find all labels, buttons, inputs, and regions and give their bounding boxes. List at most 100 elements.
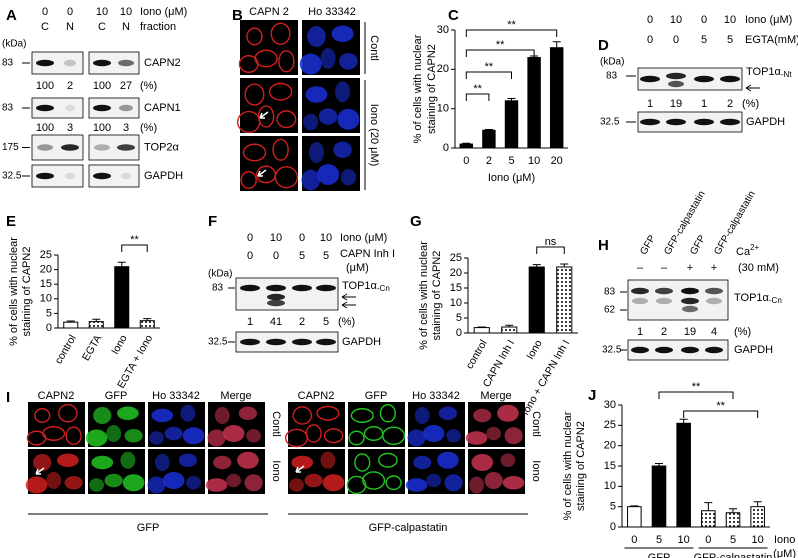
label: 2 (67, 80, 73, 92)
x-axis-label: Iono (774, 534, 795, 546)
x-tick-label: 2 (486, 155, 492, 167)
band (316, 284, 336, 292)
x-tick-label: Iono (524, 338, 545, 362)
band (61, 144, 79, 151)
cell (205, 478, 228, 492)
label: GFP (137, 522, 160, 534)
cell (122, 474, 145, 492)
cell (484, 471, 503, 490)
band (36, 59, 54, 67)
cell (414, 406, 430, 425)
label: 19 (670, 98, 682, 110)
blot (637, 67, 743, 91)
cell (164, 426, 183, 441)
protein-subscript: -Cn (377, 284, 390, 293)
cell (413, 455, 432, 470)
y-axis-label: % of cells with nuclear (8, 237, 20, 346)
cell (465, 431, 488, 445)
error-bar (532, 264, 541, 267)
label: Ho 33342 (308, 6, 356, 18)
band (119, 104, 133, 112)
cell (89, 478, 104, 492)
x-tick-label: 5 (730, 534, 736, 546)
blot (88, 97, 140, 119)
cell (438, 406, 458, 420)
label: N (122, 21, 130, 33)
band (266, 284, 286, 292)
arrow (35, 467, 45, 475)
arrow (745, 84, 760, 92)
label: 5 (323, 250, 329, 262)
cell (285, 428, 309, 448)
cell (497, 404, 519, 422)
cell (339, 53, 358, 70)
cell (149, 431, 164, 445)
label: 83 (2, 58, 14, 69)
cell (104, 473, 123, 488)
y-tick-label: 15 (40, 278, 52, 290)
band (93, 172, 111, 180)
x-tick-label: Iono (109, 333, 130, 357)
label: 2 (727, 98, 733, 110)
error-bar (477, 326, 486, 328)
significance-label: ** (507, 19, 516, 31)
label: (%) (140, 122, 157, 134)
band (65, 104, 75, 112)
cell (240, 171, 257, 189)
cell (323, 428, 344, 444)
bar (701, 510, 716, 528)
label: Contl (530, 411, 542, 437)
cell (238, 55, 259, 73)
panel-label: A (6, 7, 17, 24)
y-tick-label: 25 (40, 249, 52, 261)
cell (238, 406, 258, 420)
label: CAPN2 (298, 390, 335, 402)
label: – (661, 262, 668, 274)
cell (91, 455, 114, 470)
label: (%) (140, 80, 157, 92)
bar (504, 100, 519, 149)
blot (627, 279, 729, 321)
cell (85, 429, 108, 447)
band (36, 104, 54, 112)
panel-label: F (208, 213, 217, 230)
band (681, 346, 699, 354)
cell (304, 473, 323, 488)
arrow (259, 111, 269, 119)
label: GAPDH (746, 116, 785, 128)
label: GAPDH (734, 344, 773, 356)
cell (354, 453, 371, 472)
cell (120, 451, 136, 469)
band (681, 287, 699, 295)
label: CAPN1 (144, 102, 181, 114)
label: TOP2α (144, 141, 180, 153)
bar (63, 321, 79, 329)
cell (322, 474, 345, 492)
band (631, 346, 649, 354)
arrow (341, 293, 356, 301)
cell (244, 83, 265, 106)
bar (651, 465, 667, 528)
calcium-label: Ca2+ (736, 243, 760, 258)
label: 19 (684, 326, 696, 338)
cell (117, 406, 139, 420)
cell (64, 476, 83, 490)
band (94, 144, 110, 151)
bar (473, 327, 490, 334)
bar (556, 266, 573, 334)
cell (307, 26, 326, 47)
cell (348, 430, 365, 446)
label: Iono (μM) (745, 14, 792, 26)
cell (502, 476, 525, 490)
micrograph (288, 402, 345, 447)
label: 100 (36, 80, 54, 92)
label: GFP (365, 390, 388, 402)
error-bar (484, 129, 493, 131)
cell (446, 429, 462, 443)
cell (331, 25, 354, 42)
cell (333, 141, 352, 158)
label: Merge (220, 390, 251, 402)
x-axis-label: Iono (μM) (488, 172, 535, 184)
y-tick-label: 10 (604, 480, 616, 492)
cell (486, 426, 502, 441)
